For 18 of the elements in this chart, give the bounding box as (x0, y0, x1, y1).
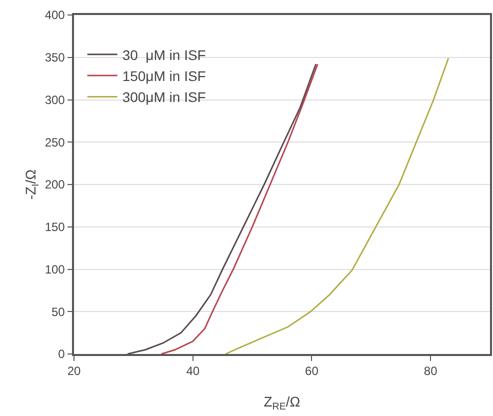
y-tick-label: 250 (44, 135, 66, 150)
y-tick-label: 50 (51, 304, 66, 319)
x-tick-label: 60 (305, 364, 319, 378)
y-tick-label: 100 (44, 262, 66, 276)
y-tick-label: 200 (44, 178, 66, 192)
x-tick-label: 40 (186, 364, 200, 378)
legend-label: 30 μM in ISF (122, 46, 206, 63)
y-tick-label: 350 (44, 50, 66, 65)
x-tick-label: 20 (67, 364, 81, 378)
x-axis-title: Z$_{RE}$/Ω (264, 394, 300, 412)
line-series (224, 57, 450, 354)
x-tick-label: 80 (424, 364, 438, 378)
y-tick-label: 150 (44, 220, 66, 234)
y-tick-label: 0 (58, 347, 66, 362)
y-tick-label: 400 (44, 8, 66, 22)
y-tick-label: 300 (44, 92, 66, 107)
legend-label: 150μM in ISF (122, 68, 206, 84)
legend-label: 300μM in ISF (122, 89, 206, 106)
